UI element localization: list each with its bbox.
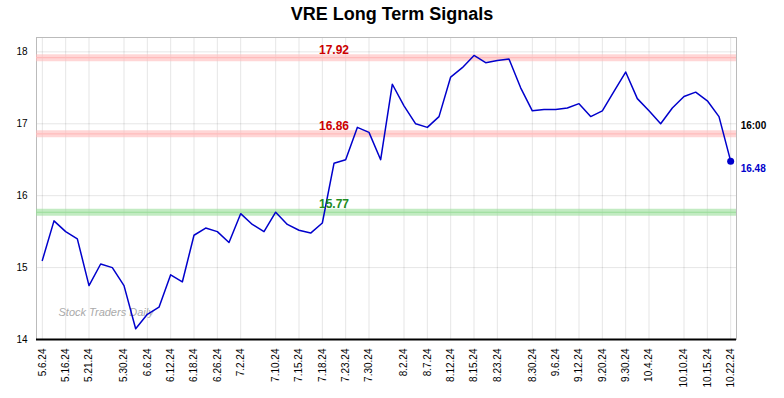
svg-text:10.10.24: 10.10.24 (678, 348, 689, 387)
svg-text:7.30.24: 7.30.24 (363, 348, 374, 382)
svg-text:9.20.24: 9.20.24 (597, 348, 608, 382)
svg-text:6.6.24: 6.6.24 (142, 348, 153, 376)
svg-text:9.6.24: 9.6.24 (550, 348, 561, 376)
svg-text:6.26.24: 6.26.24 (212, 348, 223, 382)
svg-text:9.12.24: 9.12.24 (573, 348, 584, 382)
svg-text:14: 14 (16, 334, 28, 345)
svg-text:5.6.24: 5.6.24 (37, 348, 48, 376)
svg-text:10.22.24: 10.22.24 (725, 348, 736, 387)
svg-text:16.86: 16.86 (319, 119, 349, 133)
svg-text:16:00: 16:00 (741, 120, 767, 131)
svg-text:7.23.24: 7.23.24 (340, 348, 351, 382)
svg-text:16.48: 16.48 (741, 163, 766, 174)
svg-text:6.12.24: 6.12.24 (165, 348, 176, 382)
svg-text:5.16.24: 5.16.24 (60, 348, 71, 382)
svg-text:15: 15 (16, 262, 28, 273)
svg-text:8.2.24: 8.2.24 (398, 348, 409, 376)
svg-text:16: 16 (16, 190, 28, 201)
svg-text:8.23.24: 8.23.24 (492, 348, 503, 382)
svg-text:7.18.24: 7.18.24 (317, 348, 328, 382)
svg-text:9.30.24: 9.30.24 (620, 348, 631, 382)
svg-text:7.15.24: 7.15.24 (293, 348, 304, 382)
svg-text:Stock Traders Daily: Stock Traders Daily (59, 306, 156, 318)
svg-text:17: 17 (16, 118, 28, 129)
svg-text:6.18.24: 6.18.24 (188, 348, 199, 382)
svg-text:10.15.24: 10.15.24 (702, 348, 713, 387)
svg-text:10.4.24: 10.4.24 (643, 348, 654, 382)
svg-text:7.2.24: 7.2.24 (235, 348, 246, 376)
svg-text:8.12.24: 8.12.24 (445, 348, 456, 382)
html-text:VRE Long Term Signals: VRE Long Term Signals (290, 4, 494, 24)
svg-text:8.7.24: 8.7.24 (422, 348, 433, 376)
svg-text:7.10.24: 7.10.24 (270, 348, 281, 382)
svg-text:5.21.24: 5.21.24 (83, 348, 94, 382)
svg-text:5.30.24: 5.30.24 (118, 348, 129, 382)
svg-text:8.15.24: 8.15.24 (468, 348, 479, 382)
svg-text:8.30.24: 8.30.24 (527, 348, 538, 382)
svg-text:15.77: 15.77 (319, 197, 349, 211)
svg-text:18: 18 (16, 46, 28, 57)
svg-text:17.92: 17.92 (319, 43, 349, 57)
